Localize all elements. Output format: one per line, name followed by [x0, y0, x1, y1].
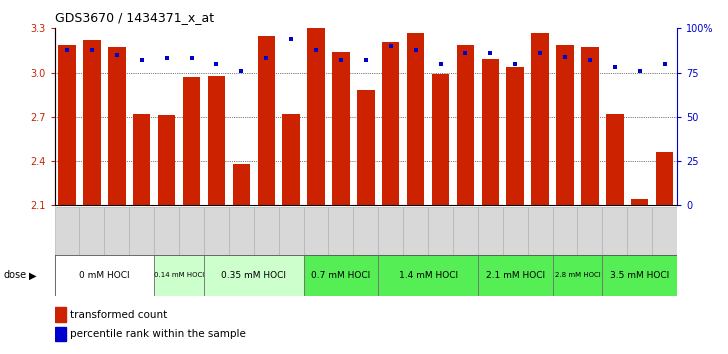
Point	[86, 47, 98, 52]
Point	[161, 56, 173, 61]
Text: transformed count: transformed count	[70, 309, 167, 320]
FancyBboxPatch shape	[154, 207, 179, 255]
Text: GDS3670 / 1434371_x_at: GDS3670 / 1434371_x_at	[55, 11, 214, 24]
FancyBboxPatch shape	[628, 207, 652, 255]
Point	[510, 61, 521, 67]
FancyBboxPatch shape	[254, 207, 279, 255]
FancyBboxPatch shape	[304, 255, 379, 296]
Bar	[382, 42, 400, 205]
FancyBboxPatch shape	[279, 207, 304, 255]
Point	[261, 56, 272, 61]
Bar	[556, 45, 574, 205]
FancyBboxPatch shape	[379, 255, 478, 296]
Bar	[507, 67, 524, 205]
FancyBboxPatch shape	[428, 207, 453, 255]
Bar	[357, 90, 374, 205]
Bar	[133, 114, 151, 205]
Point	[335, 57, 347, 63]
Bar	[207, 75, 225, 205]
Bar	[258, 36, 275, 205]
FancyBboxPatch shape	[553, 255, 602, 296]
Point	[285, 36, 297, 42]
Text: 0.14 mM HOCl: 0.14 mM HOCl	[154, 272, 205, 278]
Bar	[282, 114, 300, 205]
FancyBboxPatch shape	[229, 207, 254, 255]
FancyBboxPatch shape	[553, 207, 577, 255]
Point	[459, 50, 471, 56]
FancyBboxPatch shape	[104, 207, 130, 255]
Bar	[307, 28, 325, 205]
FancyBboxPatch shape	[503, 207, 528, 255]
Bar	[158, 115, 175, 205]
Bar	[581, 47, 598, 205]
Bar	[432, 74, 449, 205]
Text: 1.4 mM HOCl: 1.4 mM HOCl	[398, 271, 458, 280]
Point	[186, 56, 197, 61]
Point	[435, 61, 446, 67]
Bar	[407, 33, 424, 205]
FancyBboxPatch shape	[353, 207, 379, 255]
Bar	[233, 164, 250, 205]
Point	[534, 50, 546, 56]
Bar	[108, 47, 125, 205]
Point	[659, 61, 670, 67]
Bar	[606, 114, 623, 205]
Bar	[656, 152, 673, 205]
Point	[61, 47, 73, 52]
Text: 0 mM HOCl: 0 mM HOCl	[79, 271, 130, 280]
FancyBboxPatch shape	[602, 255, 677, 296]
Point	[410, 47, 422, 52]
Bar	[531, 33, 549, 205]
Bar	[332, 52, 349, 205]
FancyBboxPatch shape	[304, 207, 328, 255]
Bar	[456, 45, 474, 205]
Point	[385, 43, 397, 49]
FancyBboxPatch shape	[204, 255, 304, 296]
Point	[584, 57, 596, 63]
FancyBboxPatch shape	[79, 207, 104, 255]
FancyBboxPatch shape	[453, 207, 478, 255]
Text: 2.1 mM HOCl: 2.1 mM HOCl	[486, 271, 545, 280]
FancyBboxPatch shape	[154, 255, 204, 296]
Text: 0.7 mM HOCl: 0.7 mM HOCl	[312, 271, 371, 280]
Bar	[631, 199, 649, 205]
Bar	[482, 59, 499, 205]
Point	[210, 61, 222, 67]
Point	[485, 50, 496, 56]
Bar	[183, 77, 200, 205]
Text: 0.35 mM HOCl: 0.35 mM HOCl	[221, 271, 286, 280]
FancyBboxPatch shape	[602, 207, 628, 255]
FancyBboxPatch shape	[478, 207, 503, 255]
FancyBboxPatch shape	[403, 207, 428, 255]
Point	[360, 57, 371, 63]
Point	[634, 68, 646, 74]
FancyBboxPatch shape	[204, 207, 229, 255]
Point	[310, 47, 322, 52]
Point	[235, 68, 247, 74]
Bar	[58, 45, 76, 205]
FancyBboxPatch shape	[130, 207, 154, 255]
FancyBboxPatch shape	[528, 207, 553, 255]
FancyBboxPatch shape	[379, 207, 403, 255]
Bar	[55, 307, 66, 322]
FancyBboxPatch shape	[652, 207, 677, 255]
FancyBboxPatch shape	[478, 255, 553, 296]
Point	[609, 64, 620, 70]
Text: dose: dose	[4, 270, 27, 280]
FancyBboxPatch shape	[55, 207, 79, 255]
Bar	[55, 327, 66, 341]
Text: ▶: ▶	[29, 270, 36, 280]
Text: percentile rank within the sample: percentile rank within the sample	[70, 329, 246, 339]
Bar	[83, 40, 100, 205]
FancyBboxPatch shape	[55, 255, 154, 296]
FancyBboxPatch shape	[179, 207, 204, 255]
FancyBboxPatch shape	[328, 207, 353, 255]
FancyBboxPatch shape	[577, 207, 602, 255]
Text: 3.5 mM HOCl: 3.5 mM HOCl	[610, 271, 669, 280]
Point	[559, 54, 571, 59]
Point	[136, 57, 148, 63]
Text: 2.8 mM HOCl: 2.8 mM HOCl	[555, 272, 601, 278]
Point	[111, 52, 122, 58]
